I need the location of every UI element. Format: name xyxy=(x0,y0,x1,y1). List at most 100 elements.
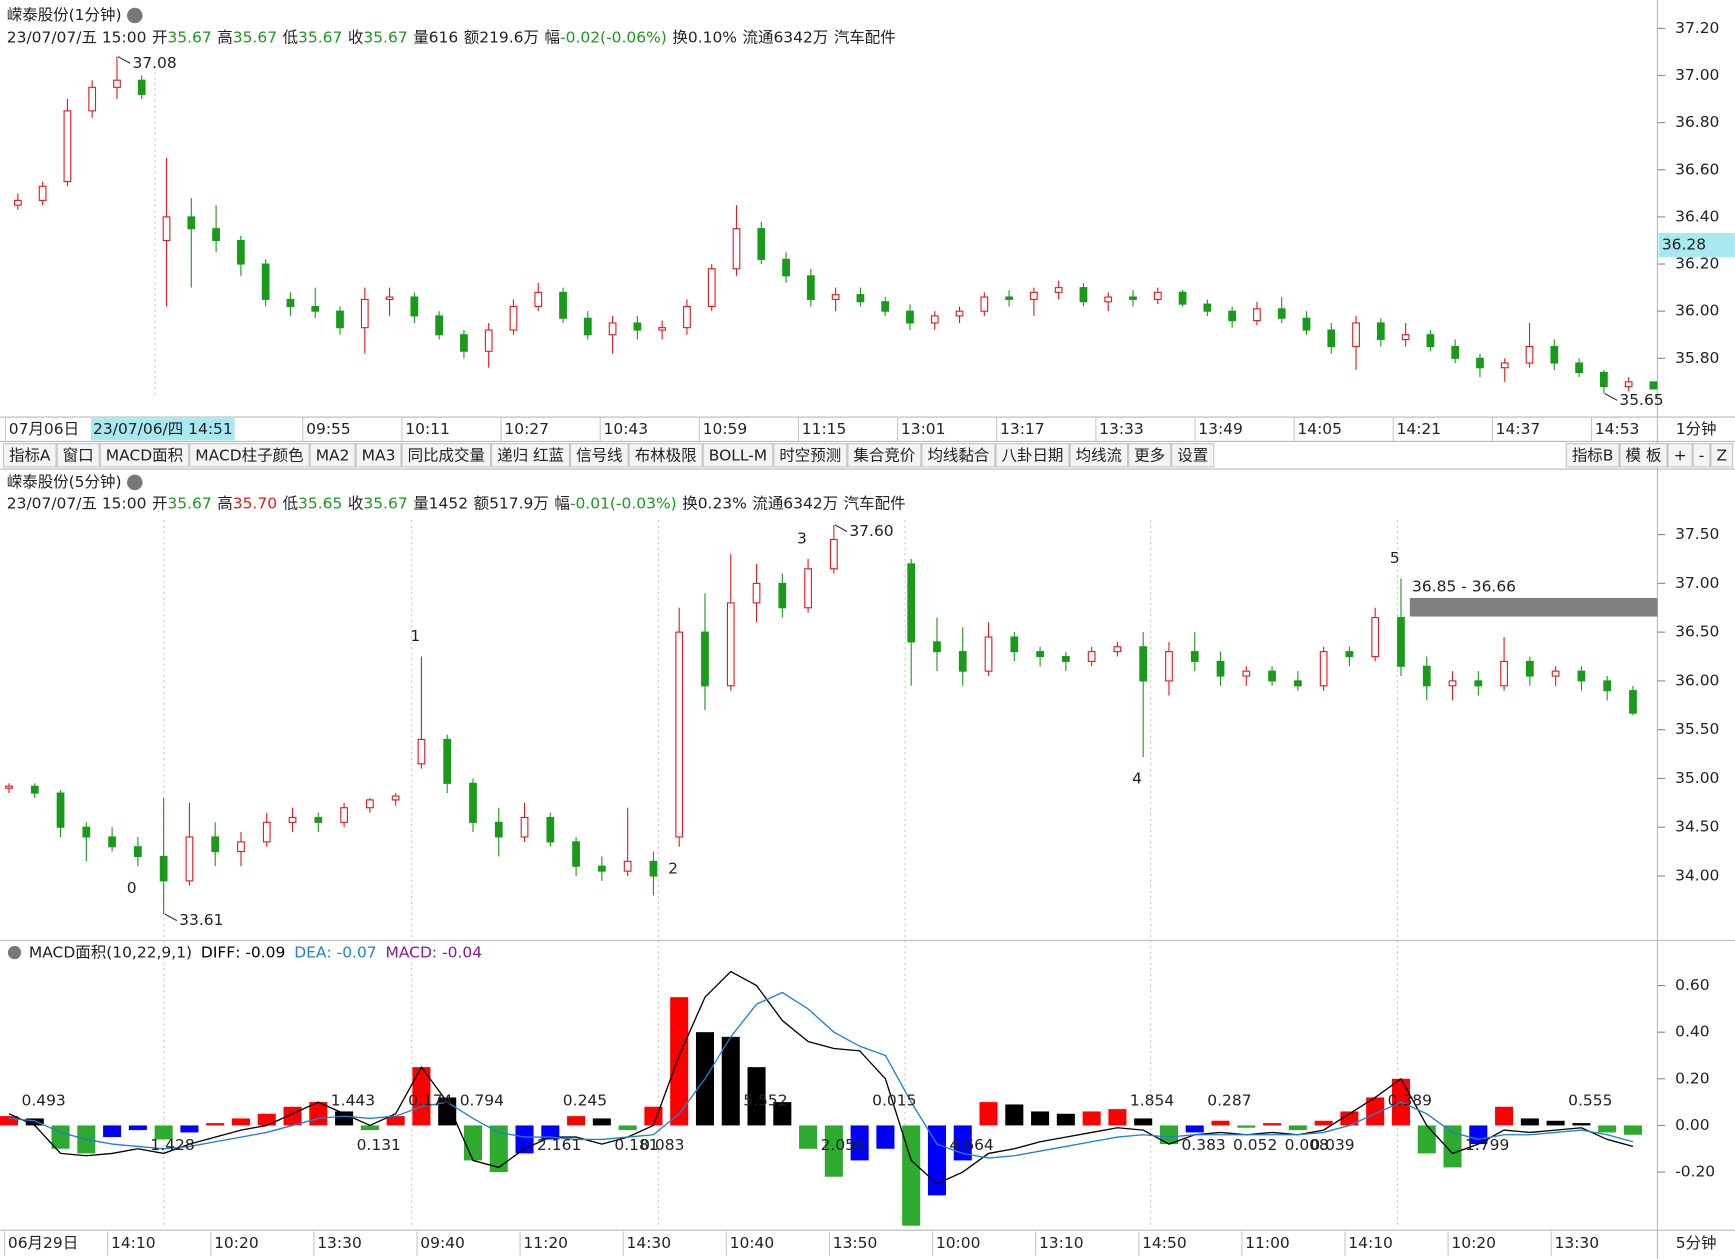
button-frame[interactable] xyxy=(628,443,703,468)
toolbar-button[interactable]: 布林极限 xyxy=(628,443,703,468)
toolbar-button[interactable]: 指标B xyxy=(1565,443,1620,468)
toolbar-button[interactable]: MA3 xyxy=(355,443,402,468)
button-frame[interactable] xyxy=(56,443,100,468)
button-label[interactable]: + xyxy=(1674,446,1687,464)
info-item: 量 xyxy=(413,494,428,512)
toolbar-button[interactable]: - xyxy=(1692,443,1711,468)
button-frame[interactable] xyxy=(189,443,310,468)
toolbar-button[interactable]: 信号线 xyxy=(570,443,629,468)
button-label[interactable]: 指标A xyxy=(9,446,51,464)
button-frame[interactable] xyxy=(1128,443,1172,468)
button-frame[interactable] xyxy=(309,443,356,468)
toolbar-button[interactable]: 均线流 xyxy=(1069,443,1129,468)
button-label[interactable]: Z xyxy=(1717,446,1728,464)
toolbar-button[interactable]: 时空预测 xyxy=(773,443,848,468)
toolbar-button[interactable]: 设置 xyxy=(1171,443,1215,468)
toolbar-button[interactable]: 递归 红蓝 xyxy=(491,443,571,468)
macd-bar xyxy=(1623,1125,1642,1135)
button-label[interactable]: - xyxy=(1699,446,1705,464)
button-frame[interactable] xyxy=(921,443,996,468)
collapse-icon[interactable] xyxy=(7,945,22,960)
button-label[interactable]: 同比成交量 xyxy=(408,446,485,464)
button-frame[interactable] xyxy=(355,443,402,468)
button-frame[interactable] xyxy=(1069,443,1129,468)
button-frame[interactable] xyxy=(1619,443,1668,468)
button-frame[interactable] xyxy=(1710,443,1734,468)
collapse-icon[interactable] xyxy=(127,7,143,24)
macd-bar xyxy=(206,1123,225,1126)
button-label[interactable]: 设置 xyxy=(1177,446,1208,464)
toolbar-button[interactable]: 均线黏合 xyxy=(921,443,996,468)
area-label: 0.008 xyxy=(1285,1136,1329,1154)
button-frame[interactable] xyxy=(847,443,922,468)
button-frame[interactable] xyxy=(99,443,190,468)
y-tick-label: 36.50 xyxy=(1675,623,1719,641)
button-label[interactable]: 集合竞价 xyxy=(853,446,915,464)
button-frame[interactable] xyxy=(1667,443,1693,468)
candle-body xyxy=(1153,291,1162,300)
button-label[interactable]: 时空预测 xyxy=(779,446,841,464)
toolbar-button[interactable]: 八卦日期 xyxy=(995,443,1070,468)
toolbar-button[interactable]: MACD柱子颜色 xyxy=(189,443,310,468)
toolbar-button[interactable]: 更多 xyxy=(1128,443,1172,468)
period-label[interactable]: 1分钟 xyxy=(1676,420,1717,438)
button-label[interactable]: 均线流 xyxy=(1076,446,1122,464)
macd-bar xyxy=(541,1125,560,1140)
panel-title: 嵘泰股份(1分钟) xyxy=(7,6,122,24)
button-label[interactable]: 指标B xyxy=(1572,446,1614,464)
button-label[interactable]: MA3 xyxy=(362,446,396,464)
button-label[interactable]: BOLL-M xyxy=(709,446,767,464)
button-label[interactable]: 递归 红蓝 xyxy=(497,446,564,464)
button-frame[interactable] xyxy=(1171,443,1215,468)
toolbar-button[interactable]: 集合竞价 xyxy=(847,443,922,468)
button-frame[interactable] xyxy=(2,443,57,468)
macd-bar xyxy=(1417,1125,1436,1154)
button-label[interactable]: MACD柱子颜色 xyxy=(195,446,303,464)
info-line: 23/07/07/五 15:00 开35.67 高35.70 低35.65 收35.67… xyxy=(7,494,906,512)
button-frame[interactable] xyxy=(702,443,774,468)
candle-body xyxy=(732,228,741,270)
candle-body xyxy=(559,291,567,319)
button-label[interactable]: 八卦日期 xyxy=(1002,446,1064,464)
toolbar-button[interactable]: 模 板 xyxy=(1619,443,1668,468)
button-frame[interactable] xyxy=(491,443,571,468)
toolbar-button[interactable]: + xyxy=(1667,443,1693,468)
toolbar-button[interactable]: Z xyxy=(1710,443,1734,468)
button-frame[interactable] xyxy=(570,443,629,468)
toolbar-button[interactable]: 同比成交量 xyxy=(401,443,492,468)
button-label[interactable]: MACD面积 xyxy=(106,446,183,464)
button-label[interactable]: 窗口 xyxy=(63,446,94,464)
button-label[interactable]: 布林极限 xyxy=(635,446,697,464)
button-label[interactable]: 更多 xyxy=(1134,446,1165,464)
y-tick-label: 37.00 xyxy=(1675,66,1719,84)
candle-body xyxy=(1005,296,1013,300)
info-item: 幅 xyxy=(545,28,560,46)
period-label[interactable]: 5分钟 xyxy=(1676,1234,1717,1252)
candle-body xyxy=(410,296,419,317)
button-frame[interactable] xyxy=(773,443,848,468)
toolbar-button[interactable]: 窗口 xyxy=(56,443,100,468)
candle-body xyxy=(930,315,939,324)
candle-body xyxy=(980,296,989,312)
y-tick-label: 37.00 xyxy=(1675,574,1719,592)
button-label[interactable]: 信号线 xyxy=(576,446,622,464)
button-label[interactable]: 模 板 xyxy=(1626,446,1662,464)
collapse-icon[interactable] xyxy=(127,474,143,491)
toolbar-button[interactable]: MACD面积 xyxy=(99,443,190,468)
candle-body xyxy=(261,263,270,300)
button-label[interactable]: 均线黏合 xyxy=(927,446,989,464)
button-label[interactable]: MA2 xyxy=(316,446,350,464)
toolbar-button[interactable]: MA2 xyxy=(309,443,356,468)
candle-body xyxy=(804,568,812,609)
toolbar-button[interactable]: 指标A xyxy=(2,443,57,468)
macd-bar xyxy=(799,1125,818,1149)
button-frame[interactable] xyxy=(995,443,1070,468)
button-frame[interactable] xyxy=(1692,443,1711,468)
x-tick-label: 14:50 xyxy=(1142,1234,1187,1252)
button-frame[interactable] xyxy=(401,443,492,468)
button-frame[interactable] xyxy=(1565,443,1620,468)
toolbar-button[interactable]: BOLL-M xyxy=(702,443,774,468)
cursor-price-box xyxy=(1658,233,1735,258)
macd-bar xyxy=(1263,1123,1282,1126)
